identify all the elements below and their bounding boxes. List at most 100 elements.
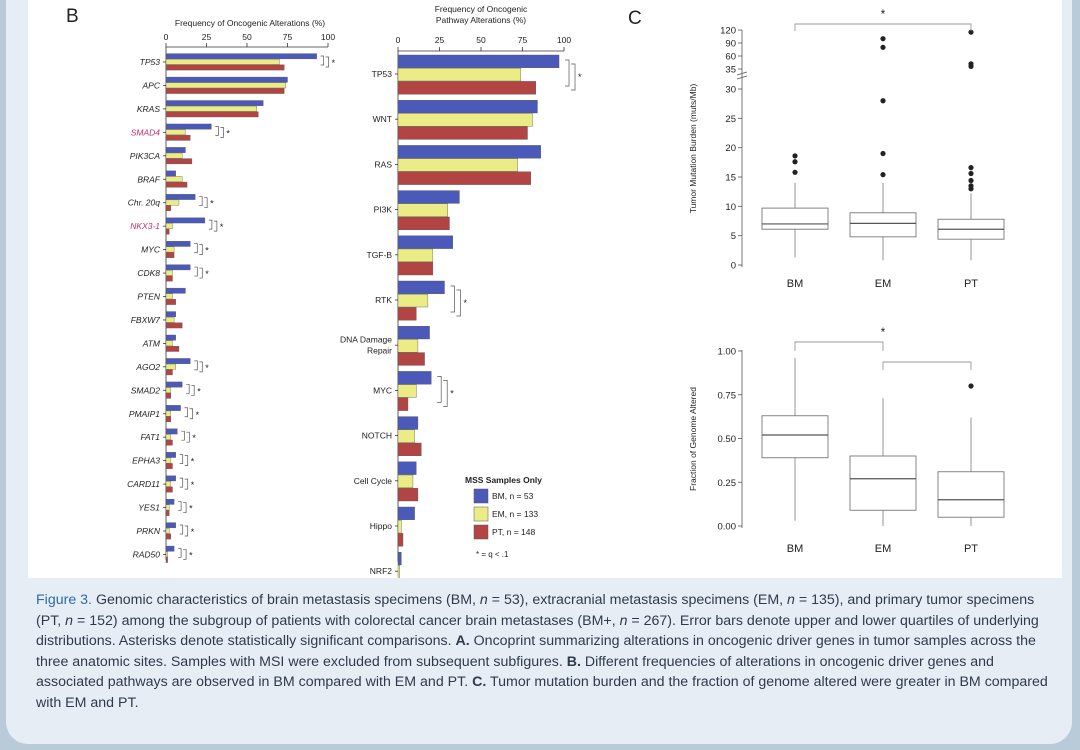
- category-label-pt: PT: [964, 278, 978, 290]
- significance-bracket: [178, 501, 182, 511]
- pathway-label-pi3k: PI3K: [374, 205, 393, 215]
- bar-braf-bm: [165, 170, 176, 177]
- bar-ago2-pt: [165, 369, 173, 376]
- significance-star: *: [226, 128, 230, 138]
- pathway-label-dna-damage-repair: DNA Damage: [340, 335, 392, 345]
- gene-label-nkx3-1: NKX3-1: [130, 221, 160, 231]
- y-tick-label: 30: [725, 85, 736, 96]
- bar-wnt-bm: [397, 99, 538, 114]
- gene-label-myc: MYC: [141, 245, 161, 255]
- bar-fbxw7-bm: [165, 311, 176, 318]
- bar-pik3ca-em: [165, 152, 183, 159]
- significance-star: *: [191, 457, 195, 467]
- bar-smad4-bm: [165, 123, 212, 130]
- outlier-em: [880, 150, 886, 157]
- outlier-em: [880, 36, 886, 42]
- legend-swatch-bm: [473, 488, 489, 504]
- gene-label-pmaip1: PMAIP1: [129, 409, 160, 419]
- gene-label-kras: KRAS: [137, 104, 160, 114]
- bar-pi3k-em: [397, 203, 448, 217]
- significance-bracket: [181, 430, 185, 441]
- significance-star: *: [196, 410, 200, 420]
- gene-alterations-chart: Frequency of Oncogenic Alterations (%) 0 2…: [127, 18, 336, 563]
- bar-notch-pt: [397, 442, 422, 457]
- pathway-label-dna-damage-repair: Repair: [367, 346, 392, 356]
- significance-star: *: [192, 433, 196, 443]
- bar-tp53-em: [165, 59, 280, 65]
- caption-figure-label: Figure 3.: [36, 592, 92, 608]
- bar-fat1-pt: [165, 439, 173, 446]
- y-tick-label: 0.50: [718, 434, 737, 445]
- significance-bracket: [320, 55, 325, 66]
- significance-bracket: [179, 524, 184, 535]
- x-tick-label: 100: [321, 32, 335, 42]
- gene-label-card11: CARD11: [127, 479, 160, 489]
- bar-myc-bm: [397, 371, 432, 385]
- y-tick-label: 5: [731, 231, 736, 242]
- significance-bracket: [204, 197, 208, 209]
- x-tick-label: 25: [435, 35, 445, 45]
- bar-myc-em: [397, 384, 417, 398]
- gene-label-epha3: EPHA3: [132, 456, 160, 466]
- significance-bracket: [450, 285, 455, 313]
- box-pt: [937, 471, 1005, 518]
- significance-bracket: [191, 384, 195, 396]
- significance-star: *: [205, 363, 209, 373]
- outlier-pt: [968, 183, 974, 189]
- chart-title: Frequency of Oncogenic Alterations (%): [175, 18, 325, 28]
- significance-bracket: [183, 502, 187, 513]
- bar-atm-bm: [165, 334, 176, 341]
- bar-apc-pt: [165, 88, 285, 94]
- box-bm: [761, 415, 829, 459]
- x-tick-label: 50: [476, 35, 486, 45]
- significance-bracket: [183, 549, 187, 560]
- bar-ras-pt: [397, 171, 532, 185]
- bar-kras-bm: [165, 100, 264, 106]
- significance-star: *: [450, 388, 454, 398]
- y-tick-label: 60: [725, 52, 736, 63]
- bar-wnt-pt: [397, 126, 528, 140]
- significance-bracket: [199, 244, 203, 255]
- category-label-em: EM: [875, 543, 892, 555]
- gene-label-rad50: RAD50: [133, 549, 161, 559]
- significance-bracket: [456, 289, 461, 317]
- y-tick-label: 120: [720, 26, 736, 37]
- x-tick-label: 50: [242, 32, 252, 42]
- y-tick-label: 25: [725, 114, 736, 125]
- significance-bracket: [215, 126, 219, 136]
- y-tick-label: 0.25: [718, 478, 737, 489]
- significance-bracket: [194, 266, 198, 277]
- bar-epha3-pt: [165, 463, 173, 469]
- gene-label-smad4: SMAD4: [131, 127, 161, 137]
- category-label-pt: PT: [964, 543, 978, 555]
- significance-star: *: [191, 480, 195, 490]
- significance-bracket: [184, 407, 188, 418]
- bar-dna-damage-repair-em: [397, 339, 419, 353]
- outlier-pt: [968, 383, 974, 389]
- significance-bracket: [199, 196, 203, 207]
- legend-title: MSS Samples Only: [465, 475, 542, 485]
- outlier-em: [880, 172, 886, 178]
- bar-tp53-em: [397, 67, 522, 82]
- bar-ago2-em: [165, 363, 176, 370]
- chart-title-line: Pathway Alterations (%): [436, 15, 526, 25]
- y-tick-label: 0.00: [718, 522, 737, 533]
- bar-smad4-em: [165, 129, 186, 136]
- bar-braf-pt: [165, 181, 188, 188]
- bar-rtk-pt: [397, 307, 417, 321]
- significance-star: *: [189, 550, 193, 560]
- bar-myc-bm: [165, 241, 191, 247]
- significance-bracket: [794, 341, 884, 351]
- significance-star: *: [332, 58, 336, 68]
- gene-label-fbxw7: FBXW7: [131, 315, 161, 325]
- bar-notch-em: [397, 429, 415, 443]
- gene-label-prkn: PRKN: [136, 526, 160, 536]
- significance-bracket: [179, 477, 184, 488]
- bar-cdk8-em: [165, 270, 173, 276]
- bar-smad4-pt: [165, 134, 191, 141]
- bar-pten-bm: [165, 287, 186, 294]
- bar-chr-20q-em: [165, 199, 180, 206]
- significance-star: *: [197, 386, 201, 396]
- bar-dna-damage-repair-pt: [397, 352, 425, 366]
- category-label-bm: BM: [787, 278, 804, 290]
